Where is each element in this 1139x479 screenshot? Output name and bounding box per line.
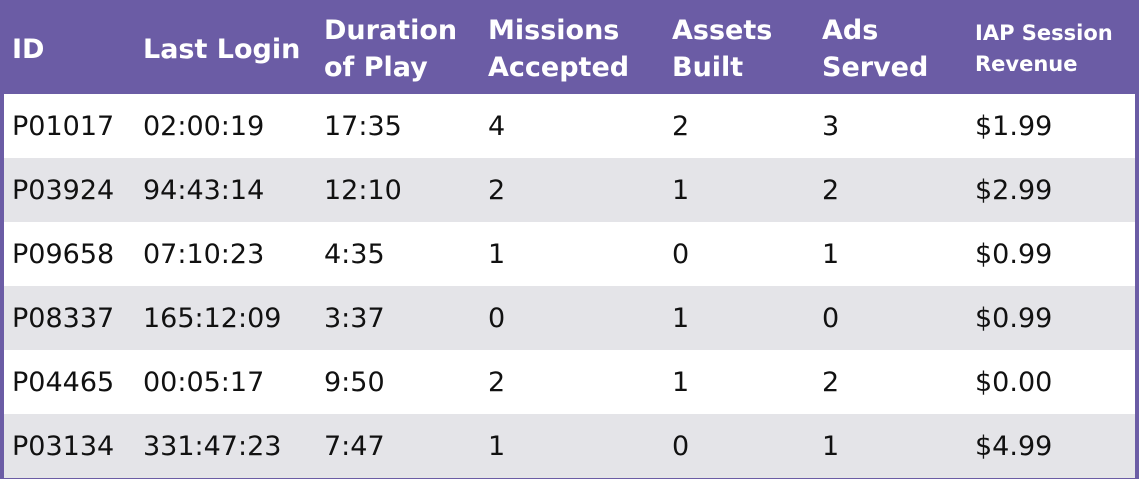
- column-header-line: Duration: [324, 15, 458, 46]
- cell-assets-built: 1: [672, 366, 690, 398]
- cell-id: P09658: [12, 238, 115, 270]
- column-header-duration-of-play: Duration of Play: [316, 4, 480, 94]
- cell-ads-served: 3: [822, 110, 840, 142]
- table-row: P03924 94:43:14 12:10 2 1 2 $2.99: [4, 158, 1135, 222]
- cell-last-login: 331:47:23: [143, 430, 282, 462]
- column-header-line: Last Login: [143, 33, 301, 65]
- cell-last-login: 94:43:14: [143, 174, 265, 206]
- column-header-line: ID: [12, 33, 45, 65]
- table-row: P09658 07:10:23 4:35 1 0 1 $0.99: [4, 222, 1135, 286]
- column-header-line: Ads: [822, 15, 879, 46]
- cell-duration-of-play: 4:35: [324, 238, 385, 270]
- cell-missions-accepted: 1: [488, 238, 506, 270]
- cell-duration-of-play: 12:10: [324, 174, 402, 206]
- column-header-ads-served: Ads Served: [814, 4, 967, 94]
- player-data-table: ID Last Login Duration of Play Missions …: [4, 4, 1135, 478]
- cell-iap-session-revenue: $0.00: [975, 366, 1053, 398]
- table-row: P04465 00:05:17 9:50 2 1 2 $0.00: [4, 350, 1135, 414]
- column-header-id: ID: [4, 4, 135, 94]
- column-header-line: of Play: [324, 52, 428, 83]
- cell-id: P01017: [12, 110, 115, 142]
- column-header-line: Assets: [672, 15, 773, 46]
- cell-last-login: 07:10:23: [143, 238, 265, 270]
- cell-ads-served: 2: [822, 366, 840, 398]
- header-row: ID Last Login Duration of Play Missions …: [4, 4, 1135, 94]
- table-row: P01017 02:00:19 17:35 4 2 3 $1.99: [4, 94, 1135, 158]
- cell-iap-session-revenue: $0.99: [975, 238, 1053, 270]
- column-header-line: Missions: [488, 15, 620, 46]
- table-row: P08337 165:12:09 3:37 0 1 0 $0.99: [4, 286, 1135, 350]
- column-header-line: Accepted: [488, 52, 630, 83]
- cell-duration-of-play: 3:37: [324, 302, 385, 334]
- column-header-last-login: Last Login: [135, 4, 316, 94]
- cell-id: P03924: [12, 174, 115, 206]
- cell-assets-built: 0: [672, 430, 690, 462]
- column-header-iap-session-revenue: IAP Session Revenue: [967, 4, 1135, 94]
- cell-missions-accepted: 4: [488, 110, 506, 142]
- cell-id: P08337: [12, 302, 115, 334]
- cell-iap-session-revenue: $2.99: [975, 174, 1053, 206]
- cell-ads-served: 1: [822, 430, 840, 462]
- cell-duration-of-play: 7:47: [324, 430, 385, 462]
- cell-assets-built: 0: [672, 238, 690, 270]
- cell-id: P03134: [12, 430, 115, 462]
- column-header-line: Revenue: [975, 52, 1078, 76]
- cell-ads-served: 0: [822, 302, 840, 334]
- cell-missions-accepted: 2: [488, 174, 506, 206]
- cell-assets-built: 2: [672, 110, 690, 142]
- cell-assets-built: 1: [672, 302, 690, 334]
- cell-missions-accepted: 0: [488, 302, 506, 334]
- column-header-line: Served: [822, 52, 929, 83]
- cell-iap-session-revenue: $1.99: [975, 110, 1053, 142]
- cell-duration-of-play: 17:35: [324, 110, 402, 142]
- cell-last-login: 02:00:19: [143, 110, 265, 142]
- table-row: P03134 331:47:23 7:47 1 0 1 $4.99: [4, 414, 1135, 478]
- cell-missions-accepted: 1: [488, 430, 506, 462]
- cell-ads-served: 1: [822, 238, 840, 270]
- column-header-line: IAP Session: [975, 21, 1113, 45]
- cell-assets-built: 1: [672, 174, 690, 206]
- cell-duration-of-play: 9:50: [324, 366, 385, 398]
- table-body: P01017 02:00:19 17:35 4 2 3 $1.99 P03924 94:43:1…: [4, 94, 1135, 478]
- cell-iap-session-revenue: $0.99: [975, 302, 1053, 334]
- table-header: ID Last Login Duration of Play Missions …: [4, 4, 1135, 94]
- column-header-line: Built: [672, 52, 744, 83]
- cell-last-login: 165:12:09: [143, 302, 282, 334]
- cell-id: P04465: [12, 366, 115, 398]
- cell-ads-served: 2: [822, 174, 840, 206]
- column-header-missions-accepted: Missions Accepted: [480, 4, 664, 94]
- cell-last-login: 00:05:17: [143, 366, 265, 398]
- column-header-assets-built: Assets Built: [664, 4, 814, 94]
- cell-missions-accepted: 2: [488, 366, 506, 398]
- cell-iap-session-revenue: $4.99: [975, 430, 1053, 462]
